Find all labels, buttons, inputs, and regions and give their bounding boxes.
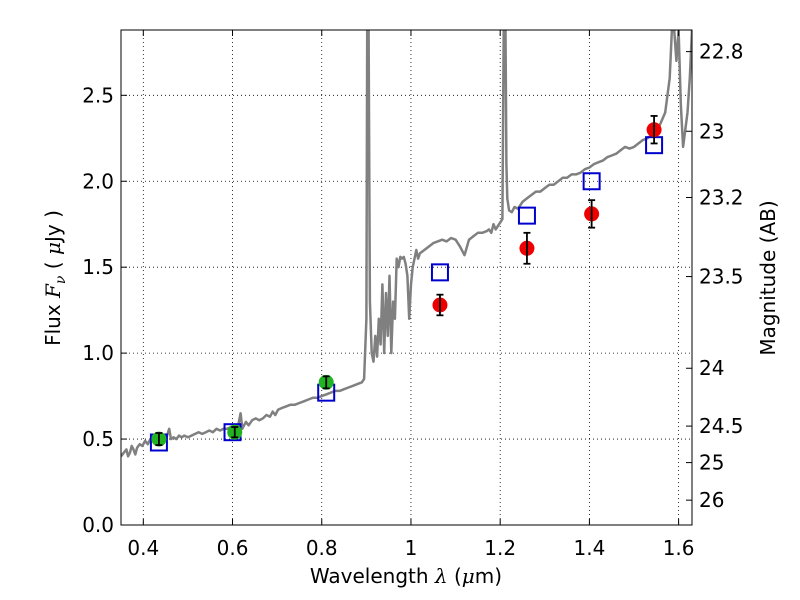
magnitude-tick-label: 23.5 bbox=[699, 265, 744, 289]
magnitude-tick-label: 24 bbox=[699, 356, 724, 380]
magnitude-tick-label: 22.8 bbox=[699, 40, 744, 64]
magnitude-tick-label: 26 bbox=[699, 488, 724, 512]
x-tick-label: 1.2 bbox=[484, 536, 516, 560]
y-tick-label: 0.0 bbox=[82, 513, 114, 537]
y-tick-label: 1.5 bbox=[82, 255, 114, 279]
plot-frame bbox=[120, 29, 693, 526]
y-tick-label: 0.5 bbox=[82, 427, 114, 451]
magnitude-tick-label: 23 bbox=[699, 119, 724, 143]
y-axis-title: Flux Fν ( μJy ) bbox=[41, 210, 69, 346]
y2-axis-title: Magnitude (AB) bbox=[756, 200, 780, 355]
y-tick-label: 1.0 bbox=[82, 341, 114, 365]
model-photometry-point bbox=[430, 263, 449, 282]
y-tick-label: 2.0 bbox=[82, 169, 114, 193]
model-photometry-point bbox=[517, 206, 536, 225]
x-tick-label: 0.6 bbox=[217, 536, 249, 560]
x-tick-label: 0.4 bbox=[127, 536, 159, 560]
x-axis-title: Wavelength λ (μm) bbox=[310, 564, 502, 588]
observed-photometry-markers bbox=[151, 115, 662, 447]
x-axis: 0.4 0.6 0.8 1 1.2 1.4 1.6 bbox=[127, 30, 695, 560]
magnitude-tick-label: 23.2 bbox=[699, 185, 744, 209]
model-photometry-point bbox=[582, 172, 601, 191]
x-tick-label: 1 bbox=[405, 536, 418, 560]
x-tick-label: 1.6 bbox=[663, 536, 695, 560]
magnitude-tick-label: 24.5 bbox=[699, 414, 744, 438]
magnitude-tick-label: 25 bbox=[699, 451, 724, 475]
model-spectrum-line bbox=[121, 30, 692, 458]
y-axis-left: 0.0 0.5 1.0 1.5 2.0 2.5 bbox=[82, 83, 127, 537]
y-tick-label: 2.5 bbox=[82, 83, 114, 107]
plot-area bbox=[121, 30, 692, 458]
x-tick-label: 0.8 bbox=[306, 536, 338, 560]
y-axis-right-magnitude: 22.8 23 23.2 23.5 24 24.5 25 26 bbox=[686, 40, 744, 512]
x-tick-label: 1.4 bbox=[573, 536, 605, 560]
